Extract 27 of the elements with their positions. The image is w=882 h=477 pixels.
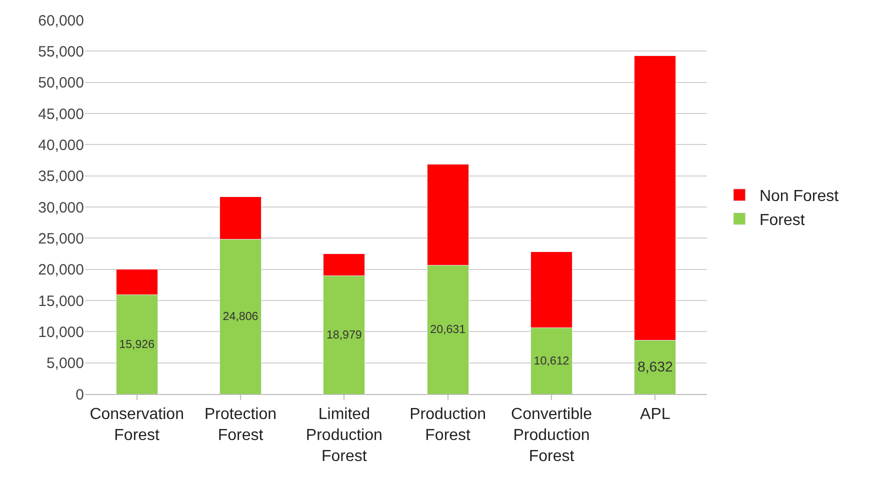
data-label: 20,631: [430, 324, 466, 336]
x-tick-label: Conservation Forest: [90, 406, 184, 444]
x-tick-label: Protection Forest: [204, 406, 277, 444]
y-tick-label: 5,000: [46, 355, 84, 372]
y-tick-label: 60,000: [38, 12, 84, 30]
y-tick-label: 30,000: [38, 199, 84, 216]
data-label: 15,926: [119, 338, 155, 351]
y-tick-label: 35,000: [38, 168, 84, 186]
legend-label: Forest: [759, 212, 806, 229]
y-tick-label: 55,000: [38, 43, 84, 60]
y-tick-label: 40,000: [38, 136, 84, 154]
y-tick-label: 25,000: [38, 230, 84, 248]
y-tick-label: 10,000: [38, 324, 84, 341]
x-tick-label: Limited Production Forest: [306, 406, 382, 465]
data-label: 8,632: [637, 359, 673, 376]
y-tick-label: 15,000: [38, 292, 84, 310]
x-tick-label: Convertible Production Forest: [511, 406, 592, 465]
data-label: 18,979: [326, 329, 362, 342]
y-tick-label: 20,000: [38, 262, 84, 279]
data-label: 10,612: [534, 355, 570, 368]
x-tick-label: Production Forest: [410, 406, 486, 444]
y-tick-label: 50,000: [38, 74, 84, 92]
legend-label: Non Forest: [759, 188, 840, 206]
x-tick-label: APL: [640, 406, 670, 424]
y-tick-label: 0: [76, 386, 84, 404]
y-tick-label: 45,000: [38, 106, 84, 123]
data-label: 24,806: [222, 311, 258, 324]
